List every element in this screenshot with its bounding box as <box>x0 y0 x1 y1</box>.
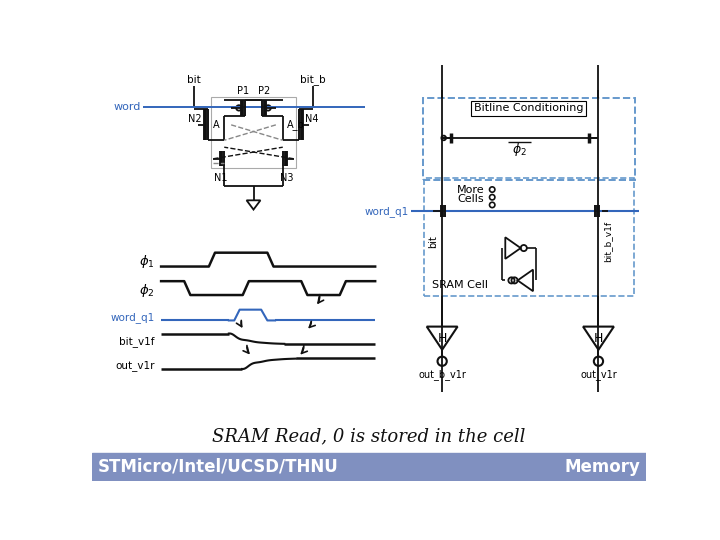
Text: SRAM Cell: SRAM Cell <box>432 280 488 289</box>
Text: N4: N4 <box>305 114 319 125</box>
Text: A_b: A_b <box>287 119 305 130</box>
Text: out_b_v1r: out_b_v1r <box>418 369 466 380</box>
Text: A: A <box>213 120 220 130</box>
Text: out_v1r: out_v1r <box>580 369 617 380</box>
Text: P2: P2 <box>258 86 271 96</box>
Text: bit_b_v1f: bit_b_v1f <box>603 221 612 262</box>
Text: bit: bit <box>187 75 201 85</box>
Text: P1: P1 <box>237 86 249 96</box>
Text: bit: bit <box>428 235 438 248</box>
Text: Memory: Memory <box>564 458 640 476</box>
Bar <box>92 453 647 481</box>
Text: word_q1: word_q1 <box>111 312 155 323</box>
Text: H: H <box>594 332 603 345</box>
Text: H: H <box>438 332 447 345</box>
Text: Bitline Conditioning: Bitline Conditioning <box>474 103 583 113</box>
Text: $\phi_2$: $\phi_2$ <box>139 282 155 299</box>
Text: word_q1: word_q1 <box>365 206 409 217</box>
Text: N3: N3 <box>280 173 293 183</box>
Bar <box>423 98 634 180</box>
Text: $\phi_2$: $\phi_2$ <box>513 141 527 158</box>
Text: Cells: Cells <box>458 194 485 204</box>
Text: bit_b: bit_b <box>300 74 325 85</box>
Text: $\phi_1$: $\phi_1$ <box>139 253 155 271</box>
Bar <box>211 97 296 168</box>
Text: word: word <box>114 102 141 112</box>
Text: bit_v1f: bit_v1f <box>120 336 155 347</box>
Text: N2: N2 <box>188 114 202 125</box>
Text: out_v1r: out_v1r <box>115 360 155 372</box>
Bar <box>425 178 634 296</box>
Text: SRAM Read, 0 is stored in the cell: SRAM Read, 0 is stored in the cell <box>212 428 526 445</box>
Text: N1: N1 <box>214 173 227 183</box>
Text: More: More <box>457 185 485 194</box>
Text: STMicro/Intel/UCSD/THNU: STMicro/Intel/UCSD/THNU <box>98 458 338 476</box>
